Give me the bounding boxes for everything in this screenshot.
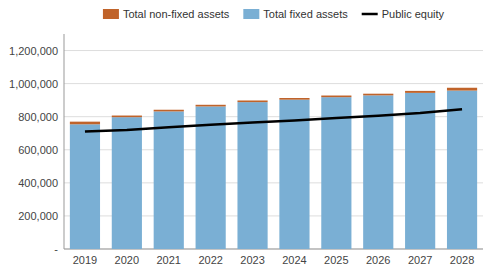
legend-swatch [243, 9, 259, 19]
x-tick-label: 2023 [240, 254, 264, 266]
y-tick-label: 1,200,000 [9, 45, 58, 57]
bar [321, 97, 351, 249]
legend: Total non-fixed assets Total fixed assets… [103, 8, 445, 20]
x-tick-label: 2025 [324, 254, 348, 266]
x-tick-label: 2026 [366, 254, 390, 266]
y-tick-label: 400,000 [18, 177, 58, 189]
grid [64, 51, 483, 249]
x-tick-label: 2019 [73, 254, 97, 266]
y-tick-label: - [54, 243, 58, 255]
y-tick-label: 800,000 [18, 111, 58, 123]
bar [405, 91, 435, 93]
chart: - 200,000 400,000 600,000 800,000 1,000,000 1,… [0, 0, 493, 273]
x-tick-label: 2028 [450, 254, 474, 266]
y-axis-line [64, 34, 65, 249]
bar [196, 106, 226, 249]
line [85, 109, 462, 131]
y-tick-label: 1,000,000 [9, 78, 58, 90]
legend-swatch [362, 13, 378, 16]
bar [70, 124, 100, 249]
bar [154, 111, 184, 249]
marks [70, 88, 477, 249]
bar [363, 95, 393, 249]
grid-line [64, 50, 483, 51]
x-tick-label: 2027 [408, 254, 432, 266]
grid-line [64, 83, 483, 84]
bar [279, 98, 309, 100]
x-tick-label: 2024 [282, 254, 306, 266]
legend-label: Public equity [382, 8, 445, 20]
bar [363, 94, 393, 96]
bar [321, 96, 351, 98]
legend-label: Total non-fixed assets [123, 8, 230, 20]
bar [70, 122, 100, 125]
y-tick-label: 600,000 [18, 144, 58, 156]
bar [237, 100, 267, 102]
x-tick-label: 2020 [115, 254, 139, 266]
bar [112, 117, 142, 249]
legend-swatch [103, 9, 119, 19]
bar [447, 91, 477, 249]
bar [405, 93, 435, 249]
bar [154, 110, 184, 112]
bar [112, 116, 142, 118]
bar [447, 88, 477, 91]
bar [196, 105, 226, 107]
x-tick-label: 2022 [198, 254, 222, 266]
x-tick-label: 2021 [157, 254, 181, 266]
y-tick-label: 200,000 [18, 210, 58, 222]
legend-label: Total fixed assets [263, 8, 348, 20]
